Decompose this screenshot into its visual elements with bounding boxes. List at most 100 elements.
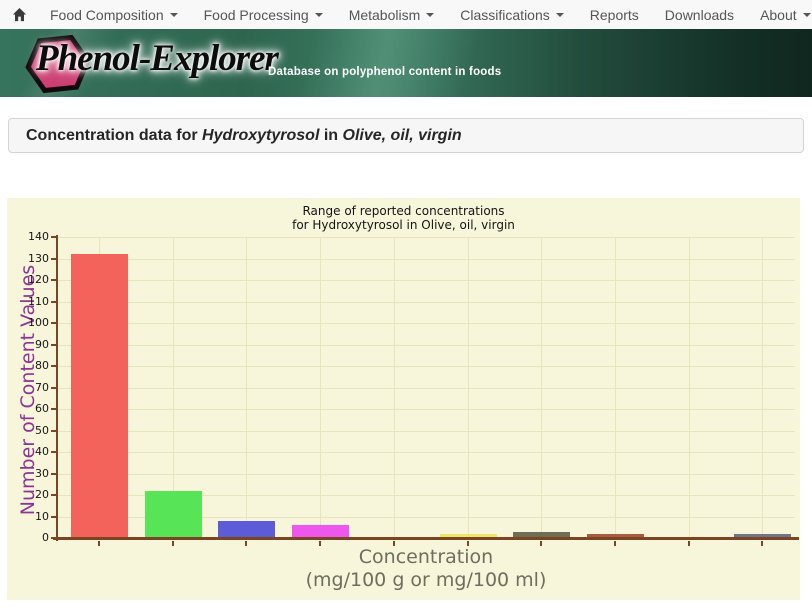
gridline-horizontal bbox=[57, 430, 795, 432]
x-tick bbox=[393, 541, 395, 546]
x-tick bbox=[688, 541, 690, 546]
y-tick bbox=[51, 451, 57, 453]
gridline-horizontal bbox=[57, 473, 795, 475]
y-tick bbox=[51, 236, 57, 238]
x-tick bbox=[614, 541, 616, 546]
y-tick bbox=[51, 408, 57, 410]
y-axis-line bbox=[56, 235, 58, 541]
nav-item-metabolism[interactable]: Metabolism bbox=[336, 0, 448, 29]
gridline-horizontal bbox=[57, 366, 795, 367]
y-tick-label: 80 bbox=[35, 359, 49, 372]
hexagon-logo-icon bbox=[25, 34, 91, 94]
x-tick bbox=[172, 541, 174, 546]
y-tick bbox=[51, 279, 57, 281]
caret-down-icon bbox=[169, 12, 178, 17]
gridline-horizontal bbox=[57, 344, 795, 346]
nav-label: Food Processing bbox=[203, 6, 309, 23]
x-tick bbox=[540, 541, 542, 546]
x-axis-line bbox=[53, 537, 799, 540]
gridline-horizontal bbox=[57, 495, 795, 496]
nav-item-food-processing[interactable]: Food Processing bbox=[191, 0, 336, 29]
home-icon[interactable] bbox=[0, 7, 37, 22]
x-tick bbox=[245, 541, 247, 546]
y-tick-label: 140 bbox=[28, 230, 49, 243]
page-title-prefix: Concentration data for bbox=[26, 126, 198, 144]
gridline-horizontal bbox=[57, 237, 795, 238]
gridline-horizontal bbox=[57, 280, 795, 281]
bar-10 bbox=[734, 534, 791, 538]
y-tick-label: 100 bbox=[28, 316, 49, 329]
caret-down-icon bbox=[802, 12, 811, 17]
site-banner: Phenol-Explorer Database on polyphenol c… bbox=[0, 29, 812, 97]
y-tick bbox=[51, 494, 57, 496]
bar-4 bbox=[292, 525, 349, 538]
gridline-horizontal bbox=[57, 452, 795, 453]
concentration-histogram: Range of reported concentrations for Hyd… bbox=[7, 198, 800, 600]
x-tick bbox=[467, 541, 469, 546]
gridline-horizontal bbox=[57, 409, 795, 410]
y-tick-label: 40 bbox=[35, 445, 49, 458]
y-tick bbox=[51, 515, 57, 518]
y-tick bbox=[51, 322, 57, 324]
nav-item-reports[interactable]: Reports bbox=[577, 0, 652, 29]
y-tick-label: 60 bbox=[35, 402, 49, 415]
gridline-vertical bbox=[762, 237, 763, 538]
gridline-horizontal bbox=[57, 258, 795, 260]
gridline-vertical bbox=[394, 237, 395, 538]
nav-label: Classifications bbox=[460, 6, 550, 23]
y-tick-label: 130 bbox=[28, 251, 49, 265]
y-tick bbox=[51, 343, 57, 346]
page-title: Concentration data for Hydroxytyrosol in… bbox=[8, 118, 804, 153]
chart-title-line2: for Hydroxytyrosol in Olive, oil, virgin bbox=[292, 218, 515, 232]
y-tick-label: 70 bbox=[35, 380, 49, 394]
y-tick bbox=[51, 429, 57, 432]
caret-down-icon bbox=[555, 12, 564, 17]
bar-1 bbox=[71, 254, 128, 538]
nav-label: Metabolism bbox=[348, 6, 421, 23]
y-tick bbox=[51, 386, 57, 389]
gridline-vertical bbox=[468, 237, 469, 538]
y-tick bbox=[51, 365, 57, 367]
caret-down-icon bbox=[426, 12, 435, 17]
bar-7 bbox=[513, 532, 570, 538]
gridline-vertical bbox=[615, 237, 616, 538]
gridline-vertical bbox=[173, 237, 174, 538]
gridline-vertical bbox=[246, 237, 247, 538]
logo-text: Phenol-Explorer bbox=[36, 38, 279, 79]
x-axis-title-line1: Concentration bbox=[358, 546, 494, 568]
bar-8 bbox=[587, 534, 644, 538]
x-tick bbox=[761, 541, 763, 546]
y-tick-label: 120 bbox=[28, 273, 49, 286]
y-tick bbox=[51, 472, 57, 475]
page-title-connector: in bbox=[323, 126, 339, 144]
gridline-horizontal bbox=[57, 516, 795, 518]
nav-item-downloads[interactable]: Downloads bbox=[652, 0, 747, 29]
bar-2 bbox=[145, 491, 202, 538]
nav-label: Reports bbox=[589, 6, 639, 23]
food-name: Olive, oil, virgin bbox=[342, 126, 462, 144]
nav-label: About bbox=[760, 6, 797, 23]
phenol-explorer-logo[interactable]: Phenol-Explorer bbox=[0, 29, 420, 97]
y-tick-label: 0 bbox=[42, 531, 49, 544]
nav-item-about[interactable]: About bbox=[747, 0, 812, 29]
x-tick bbox=[98, 541, 100, 546]
compound-name: Hydroxytyrosol bbox=[202, 126, 320, 144]
gridline-horizontal bbox=[57, 387, 795, 389]
y-tick-label: 50 bbox=[35, 423, 49, 437]
bar-3 bbox=[218, 521, 275, 538]
top-navbar: Food Composition Food Processing Metabol… bbox=[0, 0, 812, 30]
nav-item-classifications[interactable]: Classifications bbox=[447, 0, 576, 29]
y-tick-label: 30 bbox=[35, 466, 49, 480]
site-tagline: Database on polyphenol content in foods bbox=[268, 66, 502, 78]
gridline-vertical bbox=[689, 237, 690, 538]
y-tick bbox=[51, 257, 57, 260]
y-tick bbox=[51, 300, 57, 303]
nav-label: Food Composition bbox=[50, 6, 164, 23]
nav-item-food-composition[interactable]: Food Composition bbox=[37, 0, 191, 29]
gridline-horizontal bbox=[57, 323, 795, 324]
y-tick-label: 10 bbox=[35, 509, 49, 523]
y-tick-label: 110 bbox=[28, 294, 49, 308]
gridline-horizontal bbox=[57, 301, 795, 303]
y-tick-label: 90 bbox=[35, 337, 49, 351]
